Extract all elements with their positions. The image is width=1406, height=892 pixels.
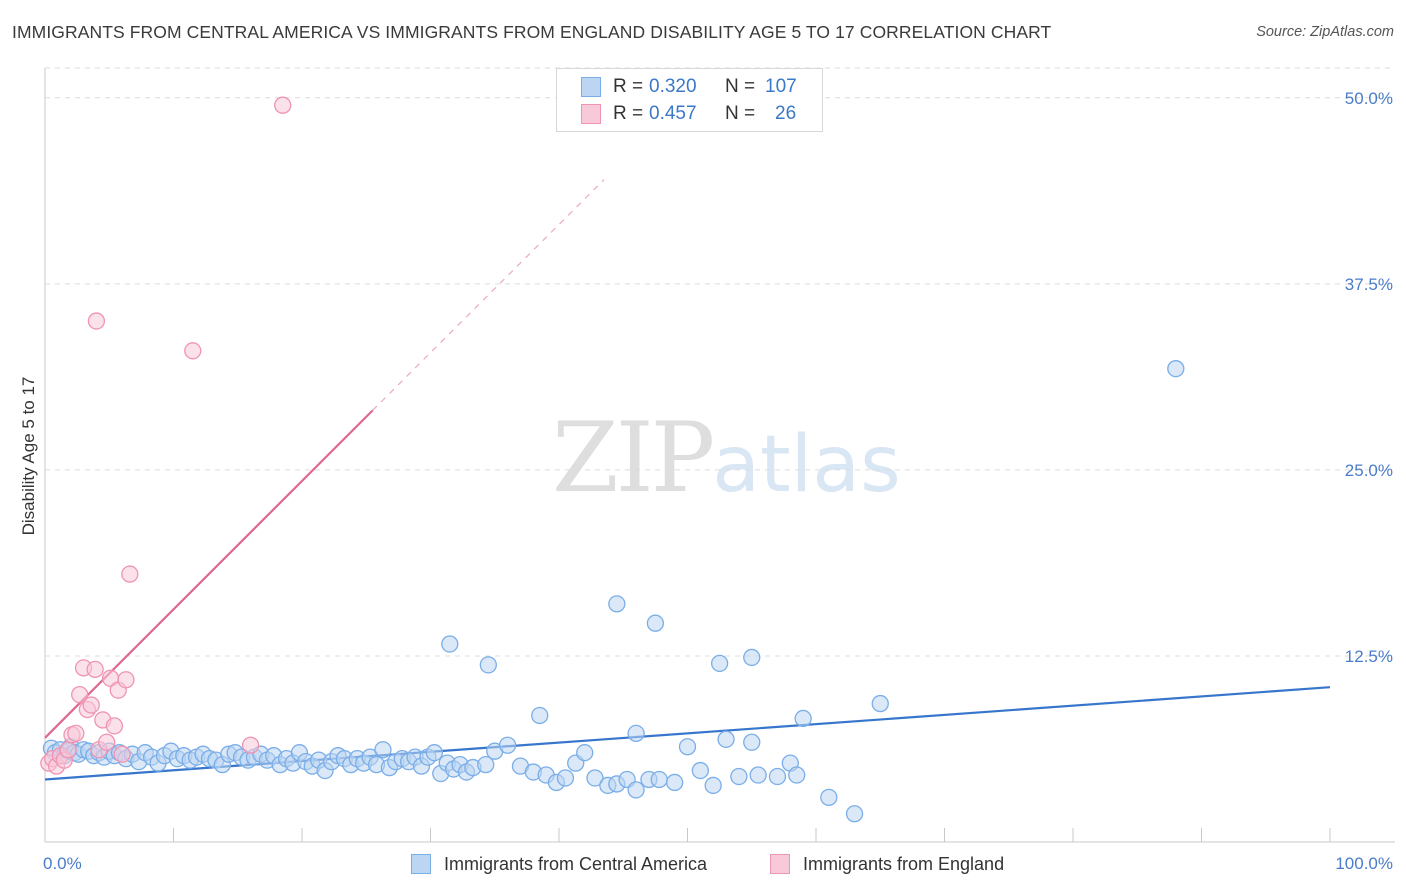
data-point-central-america [820, 788, 838, 806]
bottom-legend-central-america: Immigrants from Central America [411, 852, 707, 876]
data-point-central-america [477, 755, 495, 774]
watermark-atlas: atlas [712, 420, 901, 510]
data-point-england [71, 685, 89, 704]
legend-r-label: R = [613, 103, 644, 124]
correlation-legend: R = 0.320 N = 107 R = 0.457 N = 26 [556, 68, 823, 132]
legend-n-label: N = [725, 103, 756, 124]
data-point-central-america [441, 635, 459, 653]
data-point-central-america [425, 744, 444, 762]
data-point-england [121, 565, 139, 583]
data-point-central-america [646, 614, 665, 632]
y-tick-label: 50.0% [1345, 89, 1393, 108]
data-point-central-america [794, 709, 812, 728]
y-axis-label: Disability Age 5 to 17 [19, 377, 38, 536]
data-point-central-america [730, 767, 748, 786]
legend-n-label: N = [725, 76, 756, 97]
data-point-central-america [691, 761, 709, 780]
axes [44, 68, 1395, 843]
source-credit: Source: ZipAtlas.com [1256, 24, 1394, 40]
data-point-central-america [1167, 360, 1185, 378]
bottom-legend-swatch [770, 854, 790, 874]
legend-swatch-central-america [581, 77, 601, 97]
trend-line-0 [44, 686, 1331, 781]
data-point-england [113, 745, 131, 763]
data-point-england [86, 660, 104, 678]
data-point-central-america [743, 648, 761, 667]
x-tick-label: 0.0% [43, 854, 82, 873]
legend-n-value: 107 [765, 76, 797, 97]
data-point-central-america [678, 738, 697, 756]
bottom-legend-label: Immigrants from Central America [444, 853, 708, 874]
legend-swatch-england [581, 104, 601, 124]
gridlines [45, 67, 1395, 657]
tick-labels: 12.5% 25.0% 37.5% 50.0% 0.0% 100.0% [43, 89, 1393, 873]
data-point-central-america [717, 730, 735, 748]
data-point-central-america [768, 767, 787, 786]
data-point-england [98, 733, 116, 751]
data-point-england [105, 717, 124, 735]
data-point-central-america [704, 776, 722, 795]
legend-row-central-america: R = 0.320 N = 107 [581, 75, 797, 99]
data-point-central-america [608, 595, 626, 613]
data-point-central-america [627, 781, 645, 799]
data-point-england [184, 342, 202, 360]
legend-row-england: R = 0.457 N = 26 [581, 102, 796, 126]
y-tick-label: 37.5% [1345, 275, 1393, 294]
y-tick-label: 12.5% [1345, 647, 1393, 666]
data-point-central-america [627, 724, 645, 742]
data-point-central-america [710, 654, 729, 673]
data-point-central-america [788, 766, 806, 784]
data-point-central-america [479, 656, 497, 674]
legend-r-value: 0.320 [649, 76, 697, 97]
data-point-central-america [749, 766, 767, 784]
zipatlas-watermark: ZIPatlas [552, 402, 901, 514]
data-point-england [82, 696, 100, 714]
data-point-england [241, 736, 260, 754]
data-point-central-america [374, 741, 392, 759]
data-points [40, 96, 1185, 823]
data-point-central-america [871, 694, 889, 713]
data-point-england [67, 724, 85, 742]
trend-extension-1 [372, 179, 605, 411]
legend-r-label: R = [613, 76, 644, 97]
chart-title: IMMIGRANTS FROM CENTRAL AMERICA VS IMMIG… [12, 22, 1052, 42]
data-point-central-america [650, 770, 668, 789]
trend-line-1 [44, 409, 374, 739]
data-point-central-america [845, 805, 864, 823]
watermark-zip: ZIP [552, 402, 715, 514]
x-tick-label: 100.0% [1335, 854, 1393, 873]
bottom-legend-england: Immigrants from England [770, 852, 1004, 876]
data-point-england [87, 312, 106, 330]
data-point-central-america [743, 733, 761, 751]
data-point-england [117, 671, 135, 689]
bottom-legend-swatch [411, 854, 431, 874]
data-point-central-america [531, 706, 549, 725]
legend-n-value: 26 [775, 103, 797, 124]
data-point-england [59, 741, 77, 759]
data-point-central-america [556, 769, 575, 787]
data-point-central-america [576, 744, 594, 762]
legend-r-value: 0.457 [649, 103, 697, 124]
data-point-central-america [666, 773, 684, 792]
trend-lines [44, 179, 1331, 781]
data-point-central-america [498, 736, 517, 754]
data-point-central-america [586, 769, 604, 787]
bottom-legend-label: Immigrants from England [803, 853, 1005, 874]
y-tick-label: 25.0% [1345, 461, 1393, 480]
data-point-england [274, 96, 292, 114]
